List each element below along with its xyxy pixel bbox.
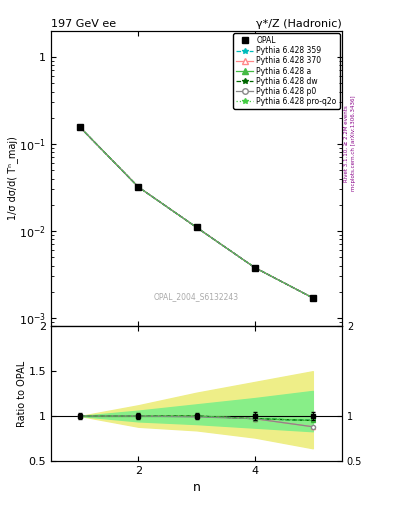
Text: mcplots.cern.ch [arXiv:1306.3436]: mcplots.cern.ch [arXiv:1306.3436] — [351, 96, 356, 191]
Text: Rivet 3.1.10, ≥ 2.2M events: Rivet 3.1.10, ≥ 2.2M events — [344, 105, 349, 182]
Text: 197 GeV ee: 197 GeV ee — [51, 18, 116, 29]
X-axis label: n: n — [193, 481, 200, 494]
Legend: OPAL, Pythia 6.428 359, Pythia 6.428 370, Pythia 6.428 a, Pythia 6.428 dw, Pythi: OPAL, Pythia 6.428 359, Pythia 6.428 370… — [233, 33, 340, 109]
Text: γ*/Z (Hadronic): γ*/Z (Hadronic) — [256, 18, 342, 29]
Y-axis label: Ratio to OPAL: Ratio to OPAL — [17, 360, 27, 426]
Text: OPAL_2004_S6132243: OPAL_2004_S6132243 — [154, 292, 239, 302]
Y-axis label: 1/σ dσ/d( Tⁿ_maj): 1/σ dσ/d( Tⁿ_maj) — [7, 137, 18, 221]
